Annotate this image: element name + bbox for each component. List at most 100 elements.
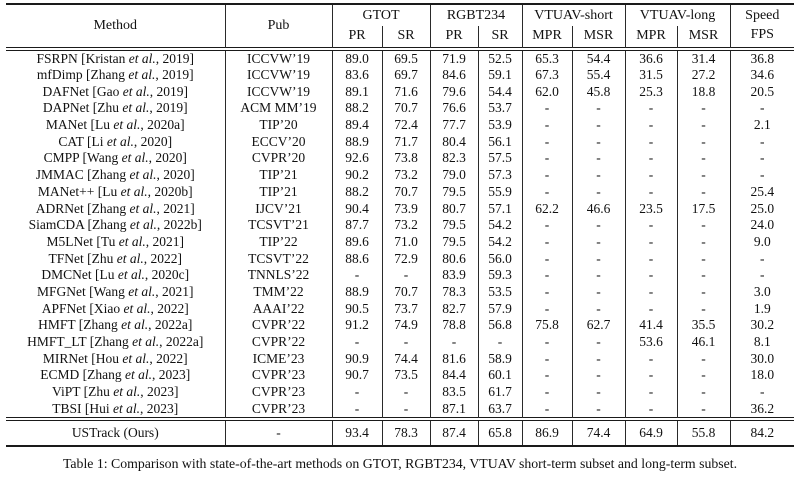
pub-cell: TIP’20 (224, 116, 332, 134)
value-cell: 89.6 (331, 233, 382, 251)
table-row: MANet++ [Lu et al., 2020b] TIP’21 88.2 70.7… (6, 183, 795, 201)
value-cell: - (521, 300, 573, 317)
value-cell: 87.4 (429, 420, 479, 448)
table-row: DAFNet [Gao et al., 2019] ICCVW’19 89.1 71.… (6, 83, 795, 101)
et-al-italic: et al. (122, 100, 150, 116)
value-cell: 20.5 (729, 83, 795, 101)
method-cell: MIRNet [Hou et al., 2022] (42, 350, 188, 366)
pub-cell: CVPR’22 (224, 333, 332, 351)
value-cell: - (676, 350, 731, 368)
value-cell: 18.0 (729, 367, 795, 384)
et-al-italic: et al. (132, 334, 160, 350)
value-cell: - (676, 116, 731, 134)
value-cell: 90.4 (331, 200, 382, 217)
value-cell: 73.2 (381, 216, 431, 234)
value-cell: 89.4 (331, 116, 382, 134)
value-cell: 71.9 (429, 50, 479, 67)
value-cell: 73.7 (381, 300, 431, 317)
value-cell: - (381, 400, 431, 418)
pub-cell: TIP’21 (224, 183, 332, 201)
col-header-vtuav-long-mpr: MPR (624, 26, 678, 47)
value-cell: 57.9 (477, 300, 523, 317)
value-cell: - (521, 250, 573, 267)
value-cell: 83.9 (429, 266, 479, 284)
value-cell: - (624, 383, 678, 401)
col-header-vtuav-long-msr: MSR (676, 26, 731, 47)
table-row: DMCNet [Lu et al., 2020c] TNNLS’22- -83.9 5… (6, 266, 795, 284)
method-cell: DAPNet [Zhu et al., 2019] (42, 100, 188, 116)
pub-cell: ACM MM’19 (224, 100, 332, 117)
value-cell: - (521, 266, 573, 284)
et-al-italic: et al. (121, 317, 149, 333)
value-cell: 59.3 (477, 266, 523, 284)
table-row: DAPNet [Zhu et al., 2019] ACM MM’19 88.2 70… (6, 100, 795, 117)
value-cell: 69.7 (381, 66, 431, 84)
value-cell: - (381, 383, 431, 401)
value-cell: 79.5 (429, 233, 479, 251)
value-cell: 79.0 (429, 166, 479, 184)
value-cell: 70.7 (381, 283, 431, 301)
value-cell: - (676, 266, 731, 284)
value-cell: - (521, 150, 573, 167)
value-cell: 70.7 (381, 100, 431, 117)
et-al-italic: et al. (128, 50, 156, 66)
value-cell: - (624, 150, 678, 167)
value-cell: 76.6 (429, 100, 479, 117)
value-cell: 89.1 (331, 83, 382, 101)
table-row: CAT [Li et al., 2020] ECCV’20 88.9 71.7 80.4… (6, 133, 795, 151)
value-cell: 56.8 (477, 317, 523, 334)
value-cell: 88.2 (331, 100, 382, 117)
value-cell: 59.1 (477, 66, 523, 84)
value-cell: 80.6 (429, 250, 479, 267)
value-cell: - (624, 216, 678, 234)
value-cell: - (624, 116, 678, 134)
et-al-italic: et al. (129, 167, 157, 183)
value-cell: - (729, 266, 795, 284)
value-cell: - (381, 266, 431, 284)
header-row-subcolumns: PR SR PR SR MPR MSR MPR MSR (6, 26, 794, 47)
value-cell: - (571, 133, 626, 151)
value-cell: 77.7 (429, 116, 479, 134)
value-cell: 57.3 (477, 166, 523, 184)
value-cell: 55.4 (571, 66, 626, 84)
value-cell: 57.1 (477, 200, 523, 217)
value-cell: 91.2 (331, 317, 382, 334)
et-al-italic: et al. (113, 400, 140, 416)
value-cell: 71.0 (381, 233, 431, 251)
value-cell: 60.1 (477, 367, 523, 384)
method-cell: USTrack (Ours) (6, 420, 225, 448)
value-cell: - (624, 183, 678, 201)
et-al-italic: et al. (120, 183, 148, 199)
value-cell: 87.7 (331, 216, 382, 234)
pub-cell: - (224, 420, 332, 448)
value-cell: 53.6 (624, 333, 678, 351)
value-cell: 84.2 (729, 420, 795, 448)
et-al-italic: et al. (113, 117, 141, 133)
value-cell: - (331, 333, 382, 351)
value-cell: 45.8 (571, 83, 626, 101)
col-header-rgbt234-sr: SR (477, 26, 523, 47)
value-cell: 74.4 (381, 350, 431, 368)
value-cell: - (571, 233, 626, 251)
value-cell: 61.7 (477, 383, 523, 401)
value-cell: 92.6 (331, 150, 382, 167)
value-cell: 79.5 (429, 216, 479, 234)
value-cell: 90.7 (331, 367, 382, 384)
value-cell: 8.1 (729, 333, 795, 351)
value-cell: - (676, 233, 731, 251)
value-cell: 78.3 (429, 283, 479, 301)
value-cell: 75.8 (521, 317, 573, 334)
value-cell: 80.4 (429, 133, 479, 151)
value-cell: 84.4 (429, 367, 479, 384)
value-cell: 88.9 (331, 133, 382, 151)
pub-cell: CVPR’22 (224, 317, 332, 334)
value-cell: 23.5 (624, 200, 678, 217)
value-cell: 71.7 (381, 133, 431, 151)
value-cell: - (676, 400, 731, 418)
value-cell: - (729, 150, 795, 167)
method-cell: CAT [Li et al., 2020] (58, 133, 173, 149)
table-row: MANet [Lu et al., 2020a] TIP’20 89.4 72.4 77… (6, 116, 795, 134)
value-cell: 78.8 (429, 317, 479, 334)
col-header-vtuav-short-mpr: MPR (521, 26, 573, 47)
value-cell: 25.3 (624, 83, 678, 101)
